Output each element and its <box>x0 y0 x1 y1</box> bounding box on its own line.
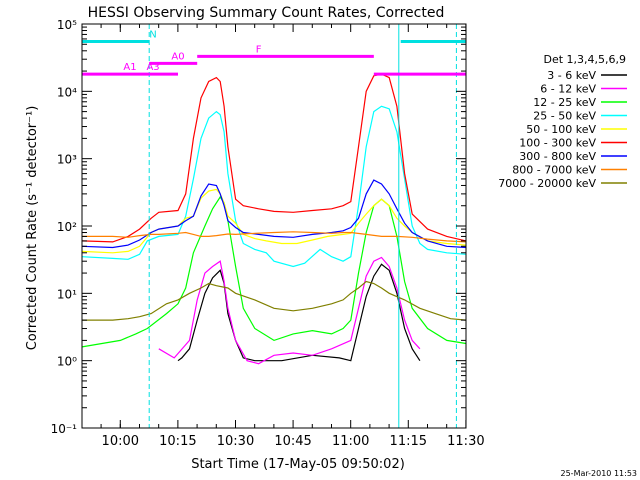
legend-label-6: 300 - 800 keV <box>519 150 596 163</box>
x-tick-label-3: 10:45 <box>274 434 311 449</box>
y-tick-label-1: 10⁰ <box>57 355 77 369</box>
annotation-label-0: N <box>149 29 156 40</box>
y-tick-label-0: 10⁻¹ <box>51 422 78 436</box>
annotation-label-3: A1 <box>123 62 136 73</box>
y-tick-label-5: 10⁴ <box>57 85 77 99</box>
y-tick-label-4: 10³ <box>57 153 77 167</box>
y-tick-label-3: 10² <box>57 220 77 234</box>
x-tick-label-6: 11:30 <box>447 434 484 449</box>
legend-title: Det 1,3,4,5,6,9 <box>543 53 626 66</box>
x-tick-label-5: 11:15 <box>390 434 427 449</box>
legend-label-4: 50 - 100 keV <box>526 123 596 136</box>
x-tick-label-0: 10:00 <box>102 434 139 449</box>
series-line-0 <box>177 263 421 362</box>
annotation-label-1: F <box>256 44 262 55</box>
annotation-layer: N F A0 A1 A3 <box>82 29 466 76</box>
series-line-2 <box>81 195 467 348</box>
series-line-1 <box>158 256 421 365</box>
series-line-5 <box>81 73 467 243</box>
x-tick-label-1: 10:15 <box>159 434 196 449</box>
x-tick-label-4: 11:00 <box>332 434 369 449</box>
y-axis-label: Corrected Count Rate (s⁻¹ detector⁻¹) <box>25 106 40 351</box>
series-line-7 <box>82 231 467 243</box>
series-line-6 <box>81 179 467 249</box>
annotation-label-2: A0 <box>171 51 184 62</box>
legend-label-5: 100 - 300 keV <box>519 137 596 150</box>
footer-date: 25-Mar-2010 11:53 <box>561 469 638 478</box>
series-line-3 <box>81 105 467 268</box>
legend-label-3: 25 - 50 keV <box>533 110 596 123</box>
x-axis-label: Start Time (17-May-05 09:50:02) <box>191 457 405 472</box>
event-lines-layer <box>148 24 457 428</box>
y-tick-label-2: 10¹ <box>57 287 77 301</box>
axes-layer: 10:00 10:15 10:30 10:45 11:00 11:15 11:30 10⁻¹ 1… <box>51 18 485 449</box>
y-tick-label-6: 10⁵ <box>57 18 77 32</box>
legend-label-8: 7000 - 20000 keV <box>498 177 596 190</box>
legend-label-7: 800 - 7000 keV <box>512 164 596 177</box>
x-tick-label-2: 10:30 <box>217 434 254 449</box>
legend-label-1: 6 - 12 keV <box>540 83 596 96</box>
series-line-8 <box>82 280 467 321</box>
series-layer <box>81 73 467 365</box>
annotation-label-4: A3 <box>146 62 159 73</box>
legend-label-0: 3 - 6 keV <box>547 69 596 82</box>
plot-frame <box>81 23 467 429</box>
chart-title: HESSI Observing Summary Count Rates, Cor… <box>88 5 445 21</box>
legend-label-2: 12 - 25 keV <box>533 96 596 109</box>
